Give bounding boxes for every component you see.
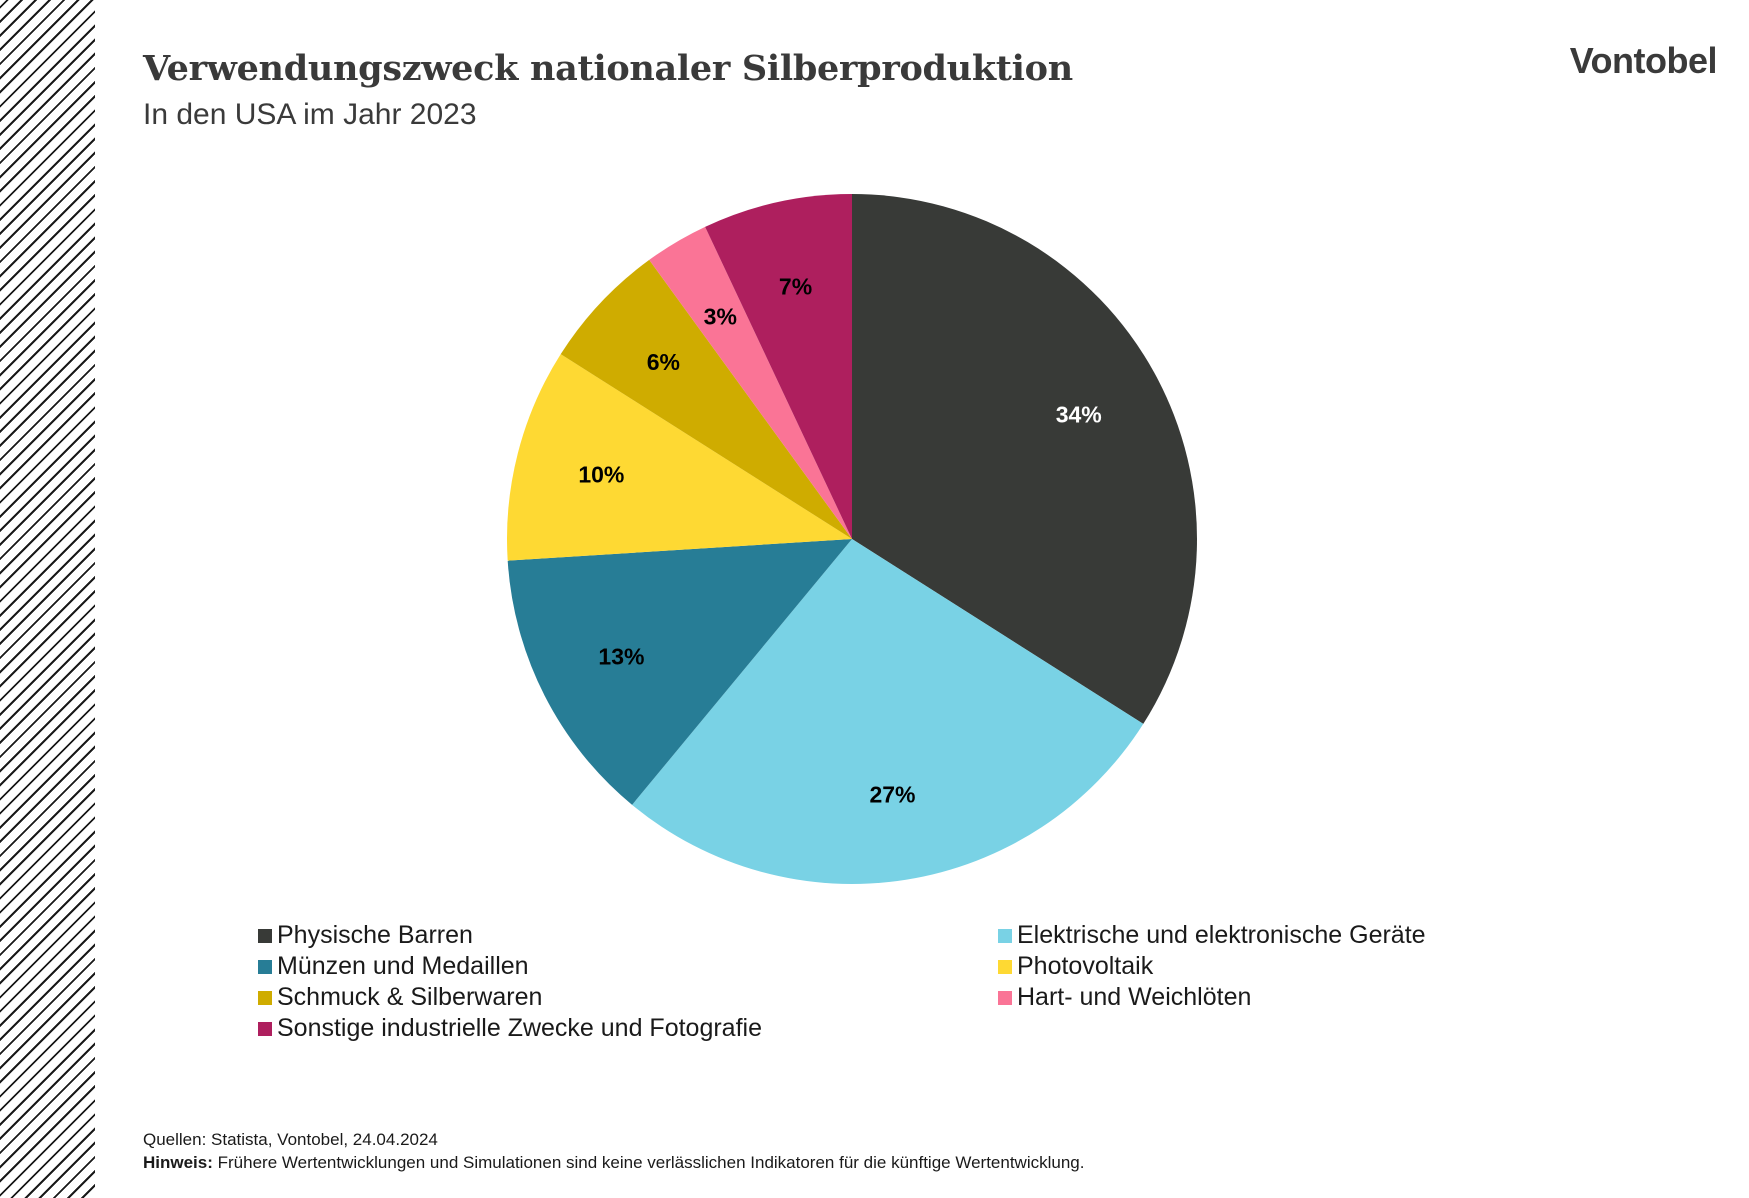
legend-column-right: Elektrische und elektronische Geräte Pho… [998,920,1426,1013]
legend-swatch [998,990,1012,1005]
legend-swatch [998,959,1012,974]
legend-swatch [258,959,272,974]
legend-item: Schmuck & Silberwaren [258,982,762,1013]
footer-sources: Quellen: Statista, Vontobel, 24.04.2024 [143,1130,438,1149]
slice-value-label: 10% [578,462,624,488]
footer: Quellen: Statista, Vontobel, 24.04.2024 … [143,1128,1084,1174]
pie-slice [649,226,852,540]
legend-swatch [258,1021,272,1036]
legend-column-left: Physische Barren Münzen und Medaillen Sc… [258,920,762,1044]
legend-label: Elektrische und elektronische Geräte [1017,921,1426,949]
pie-slice [632,539,1144,884]
legend-label: Schmuck & Silberwaren [277,983,543,1011]
pie-slice [852,194,1197,724]
chart-title: Verwendungszweck nationaler Silberproduk… [143,48,1073,89]
decorative-stripe-panel [0,0,95,1198]
footer-note-label: Hinweis: [143,1153,213,1172]
legend-swatch [258,928,272,943]
chart-subtitle: In den USA im Jahr 2023 [143,98,477,131]
pie-slice [507,354,852,561]
slice-value-label: 6% [647,349,680,375]
pie-slices [507,194,1197,884]
pie-slice [705,194,852,539]
legend-item: Münzen und Medaillen [258,951,762,982]
legend-label: Hart- und Weichlöten [1017,983,1252,1011]
legend-item: Hart- und Weichlöten [998,982,1426,1013]
legend-item: Sonstige industrielle Zwecke und Fotogra… [258,1013,762,1044]
legend-item: Photovoltaik [998,951,1426,982]
vontobel-logo: Vontobel [1569,40,1718,81]
legend-item: Elektrische und elektronische Geräte [998,920,1426,951]
footer-note-text: Frühere Wertentwicklungen und Simulation… [212,1153,1085,1172]
slice-value-label: 27% [869,782,915,808]
pie-slice [560,259,852,539]
slice-value-label: 34% [1056,401,1102,427]
legend-label: Sonstige industrielle Zwecke und Fotogra… [277,1014,762,1042]
legend-item: Physische Barren [258,920,762,951]
slice-value-label: 7% [779,273,812,299]
legend-label: Photovoltaik [1017,952,1154,980]
legend-swatch [258,990,272,1005]
pie-slice-labels: 34% 27% 13% 10% 6% 3% 7% [578,273,1101,807]
legend-swatch [998,928,1012,943]
legend-label: Münzen und Medaillen [277,952,529,980]
slice-value-label: 3% [704,303,737,329]
footer-note: Hinweis: Frühere Wertentwicklungen und S… [143,1151,1084,1174]
pie-slice [507,539,852,805]
legend-label: Physische Barren [277,921,473,949]
slice-value-label: 13% [598,643,644,669]
